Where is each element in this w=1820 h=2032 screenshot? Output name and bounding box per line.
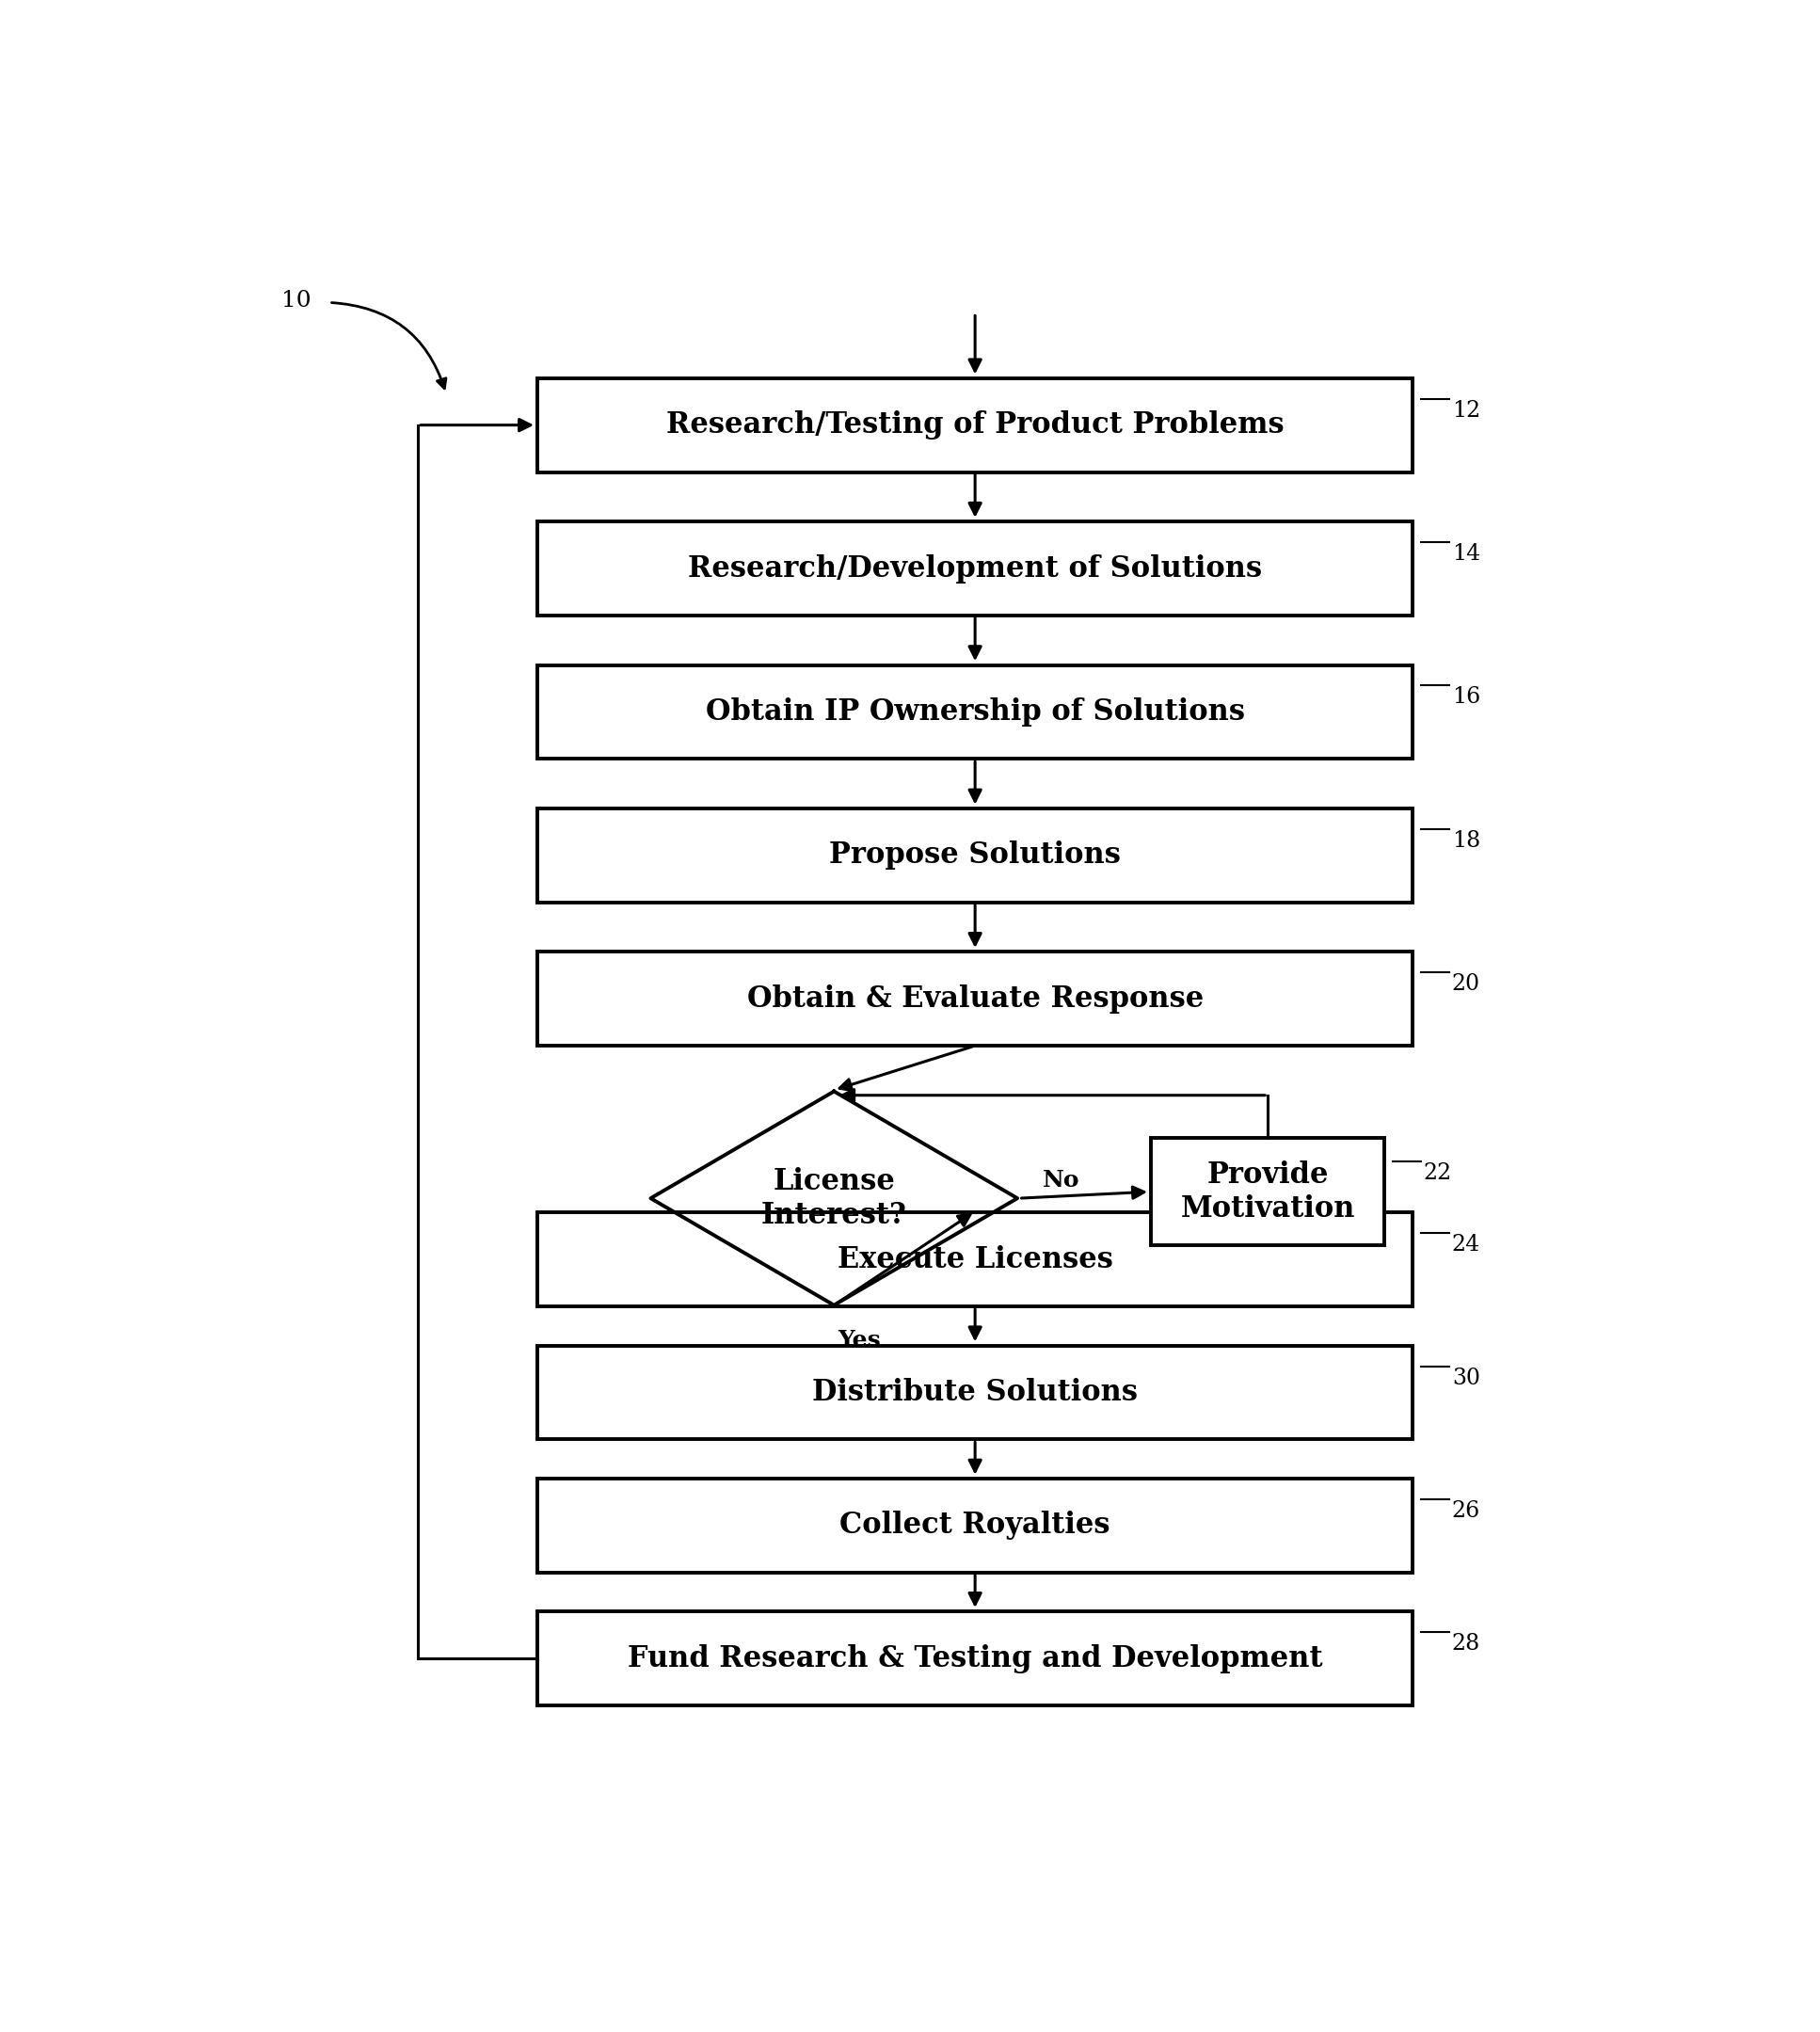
FancyBboxPatch shape: [539, 664, 1412, 758]
Text: 20: 20: [1452, 973, 1480, 996]
FancyBboxPatch shape: [539, 951, 1412, 1046]
Text: Collect Royalties: Collect Royalties: [839, 1512, 1110, 1540]
FancyBboxPatch shape: [539, 809, 1412, 902]
FancyBboxPatch shape: [1152, 1138, 1385, 1246]
Text: 18: 18: [1452, 829, 1480, 851]
FancyArrowPatch shape: [331, 303, 446, 388]
Text: 10: 10: [280, 289, 311, 311]
Text: Obtain & Evaluate Response: Obtain & Evaluate Response: [746, 983, 1203, 1014]
Text: 30: 30: [1452, 1368, 1480, 1388]
FancyBboxPatch shape: [539, 1213, 1412, 1307]
FancyBboxPatch shape: [539, 522, 1412, 616]
FancyBboxPatch shape: [539, 1611, 1412, 1705]
Text: 28: 28: [1452, 1634, 1480, 1654]
Text: Fund Research & Testing and Development: Fund Research & Testing and Development: [628, 1644, 1323, 1672]
Text: Distribute Solutions: Distribute Solutions: [812, 1378, 1138, 1406]
FancyBboxPatch shape: [539, 1479, 1412, 1573]
Text: Obtain IP Ownership of Solutions: Obtain IP Ownership of Solutions: [706, 697, 1245, 727]
Polygon shape: [652, 1091, 1017, 1305]
FancyBboxPatch shape: [539, 1345, 1412, 1439]
Text: 14: 14: [1452, 543, 1480, 565]
FancyBboxPatch shape: [539, 378, 1412, 471]
Text: Provide
Motivation: Provide Motivation: [1181, 1160, 1356, 1223]
Text: 12: 12: [1452, 400, 1480, 421]
Text: Execute Licenses: Execute Licenses: [837, 1246, 1112, 1274]
Text: Propose Solutions: Propose Solutions: [830, 841, 1121, 870]
Text: License
Interest?: License Interest?: [761, 1166, 906, 1229]
Text: 26: 26: [1452, 1500, 1480, 1522]
Text: Research/Development of Solutions: Research/Development of Solutions: [688, 555, 1261, 583]
Text: 22: 22: [1423, 1162, 1452, 1185]
Text: Yes: Yes: [837, 1329, 881, 1351]
Text: 16: 16: [1452, 687, 1480, 709]
Text: Research/Testing of Product Problems: Research/Testing of Product Problems: [666, 410, 1285, 439]
Text: No: No: [1043, 1168, 1079, 1191]
Text: 24: 24: [1452, 1233, 1480, 1256]
